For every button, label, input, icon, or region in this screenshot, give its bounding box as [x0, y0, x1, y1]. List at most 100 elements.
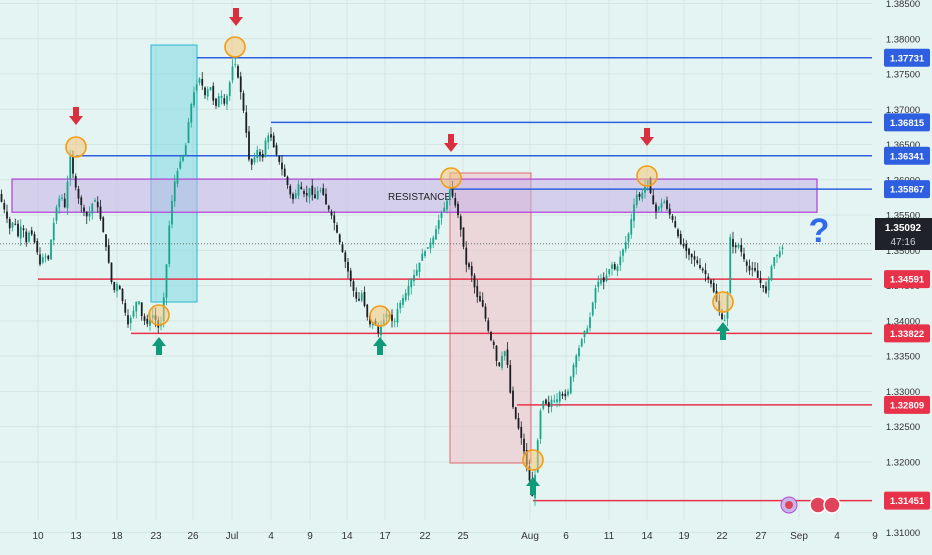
price-tag-box	[884, 48, 930, 67]
candle-body	[305, 193, 308, 196]
candle-body	[165, 264, 168, 298]
candle-body	[679, 233, 682, 244]
candle-body	[102, 217, 105, 233]
up-arrow-icon	[716, 322, 730, 340]
candle-body	[124, 303, 127, 313]
candle-body	[473, 275, 476, 288]
candle-body	[294, 193, 297, 199]
time-tick-label: 17	[379, 531, 391, 542]
candle-body	[272, 135, 275, 148]
candle-body	[437, 220, 440, 229]
price-tick-label: 1.32000	[886, 457, 920, 468]
candle-body	[501, 356, 503, 368]
candle-body	[105, 234, 107, 247]
time-tick-label: 23	[150, 531, 162, 542]
candle-body	[36, 241, 39, 253]
event-icons	[780, 496, 841, 514]
us-flag-icon-2	[823, 496, 841, 514]
current-price-tag: 1.35092 47:16	[875, 218, 932, 250]
candle-body	[228, 82, 231, 96]
candle-body	[583, 330, 586, 338]
candle-body	[657, 206, 660, 211]
pivot-circle	[440, 167, 462, 189]
time-axis[interactable]: 10 13 18 23 26 Jul 4 9 14 17 22 25 Aug 6 11 14 19 22 27 Sep…	[32, 531, 878, 542]
candle-body	[542, 401, 545, 409]
candle-body	[509, 364, 512, 393]
candle-body	[116, 284, 118, 292]
candle-body	[41, 257, 44, 263]
candle-body	[630, 219, 633, 235]
candle-body	[344, 252, 347, 262]
candle-body	[275, 145, 278, 155]
price-tick-label: 1.35500	[886, 211, 920, 222]
price-axis[interactable]: 1.385001.380001.375001.370001.365001.360…	[872, 0, 932, 539]
candle-body	[671, 215, 674, 220]
price-tag-box	[884, 146, 930, 165]
down-arrow-icon	[229, 8, 243, 26]
candle-body	[215, 98, 217, 106]
candle-body	[184, 145, 187, 156]
us-event-icons[interactable]	[809, 496, 841, 514]
candle-body	[363, 291, 366, 306]
candle-body	[539, 410, 542, 439]
price-tag-label: 1.36341	[890, 151, 925, 162]
level-lines	[38, 57, 872, 502]
candle-body	[578, 348, 580, 357]
candle-body	[327, 205, 330, 210]
candle-body	[454, 198, 457, 206]
candle-body	[503, 351, 506, 357]
price-tag-label: 1.32809	[890, 400, 924, 411]
candle-body	[25, 231, 28, 243]
candle-body	[674, 221, 677, 228]
pivot-circle	[636, 165, 658, 187]
candle-body	[778, 251, 781, 257]
candle-body	[520, 426, 523, 439]
time-tick-label: 22	[419, 531, 431, 542]
candle-body	[91, 203, 94, 214]
candle-body	[498, 362, 501, 366]
candle-body	[171, 200, 173, 225]
candle-body	[666, 200, 668, 209]
candle-body	[627, 233, 630, 242]
pivot-circle	[224, 36, 246, 58]
candle-body	[195, 84, 198, 91]
candle-body	[146, 318, 149, 324]
candle-body	[404, 293, 407, 300]
candle-body	[80, 197, 83, 206]
time-tick-label: 10	[32, 531, 44, 542]
candle-body	[369, 315, 371, 325]
candle-body	[740, 244, 743, 252]
price-tick-label: 1.37500	[886, 70, 920, 81]
candle-body	[652, 195, 655, 205]
candle-body	[360, 293, 363, 301]
candle-body	[770, 266, 773, 281]
candle-body	[8, 219, 11, 229]
candle-body	[96, 201, 99, 208]
candle-body	[300, 186, 303, 190]
candle-body	[765, 286, 767, 293]
candle-body	[393, 321, 396, 322]
candle-body	[135, 301, 138, 312]
candle-body	[88, 213, 91, 217]
candle-body	[176, 170, 179, 184]
candle-body	[94, 200, 96, 202]
candle-body	[129, 317, 132, 324]
grid-lines	[0, 0, 876, 533]
candle-body	[33, 234, 36, 243]
candle-body	[234, 63, 237, 65]
candle-body	[179, 161, 182, 169]
time-tick-label: 14	[341, 531, 353, 542]
economic-event-icon[interactable]	[780, 496, 798, 514]
candle-body	[349, 270, 352, 282]
candle-body	[338, 234, 341, 243]
candle-body	[446, 200, 448, 210]
time-tick-label: 9	[307, 531, 313, 542]
candle-body	[484, 306, 487, 319]
candle-body	[270, 134, 272, 138]
candle-body	[512, 390, 514, 408]
candle-body	[682, 244, 685, 247]
candle-body	[605, 275, 608, 281]
candle-body	[495, 345, 498, 361]
candle-body	[399, 302, 402, 309]
